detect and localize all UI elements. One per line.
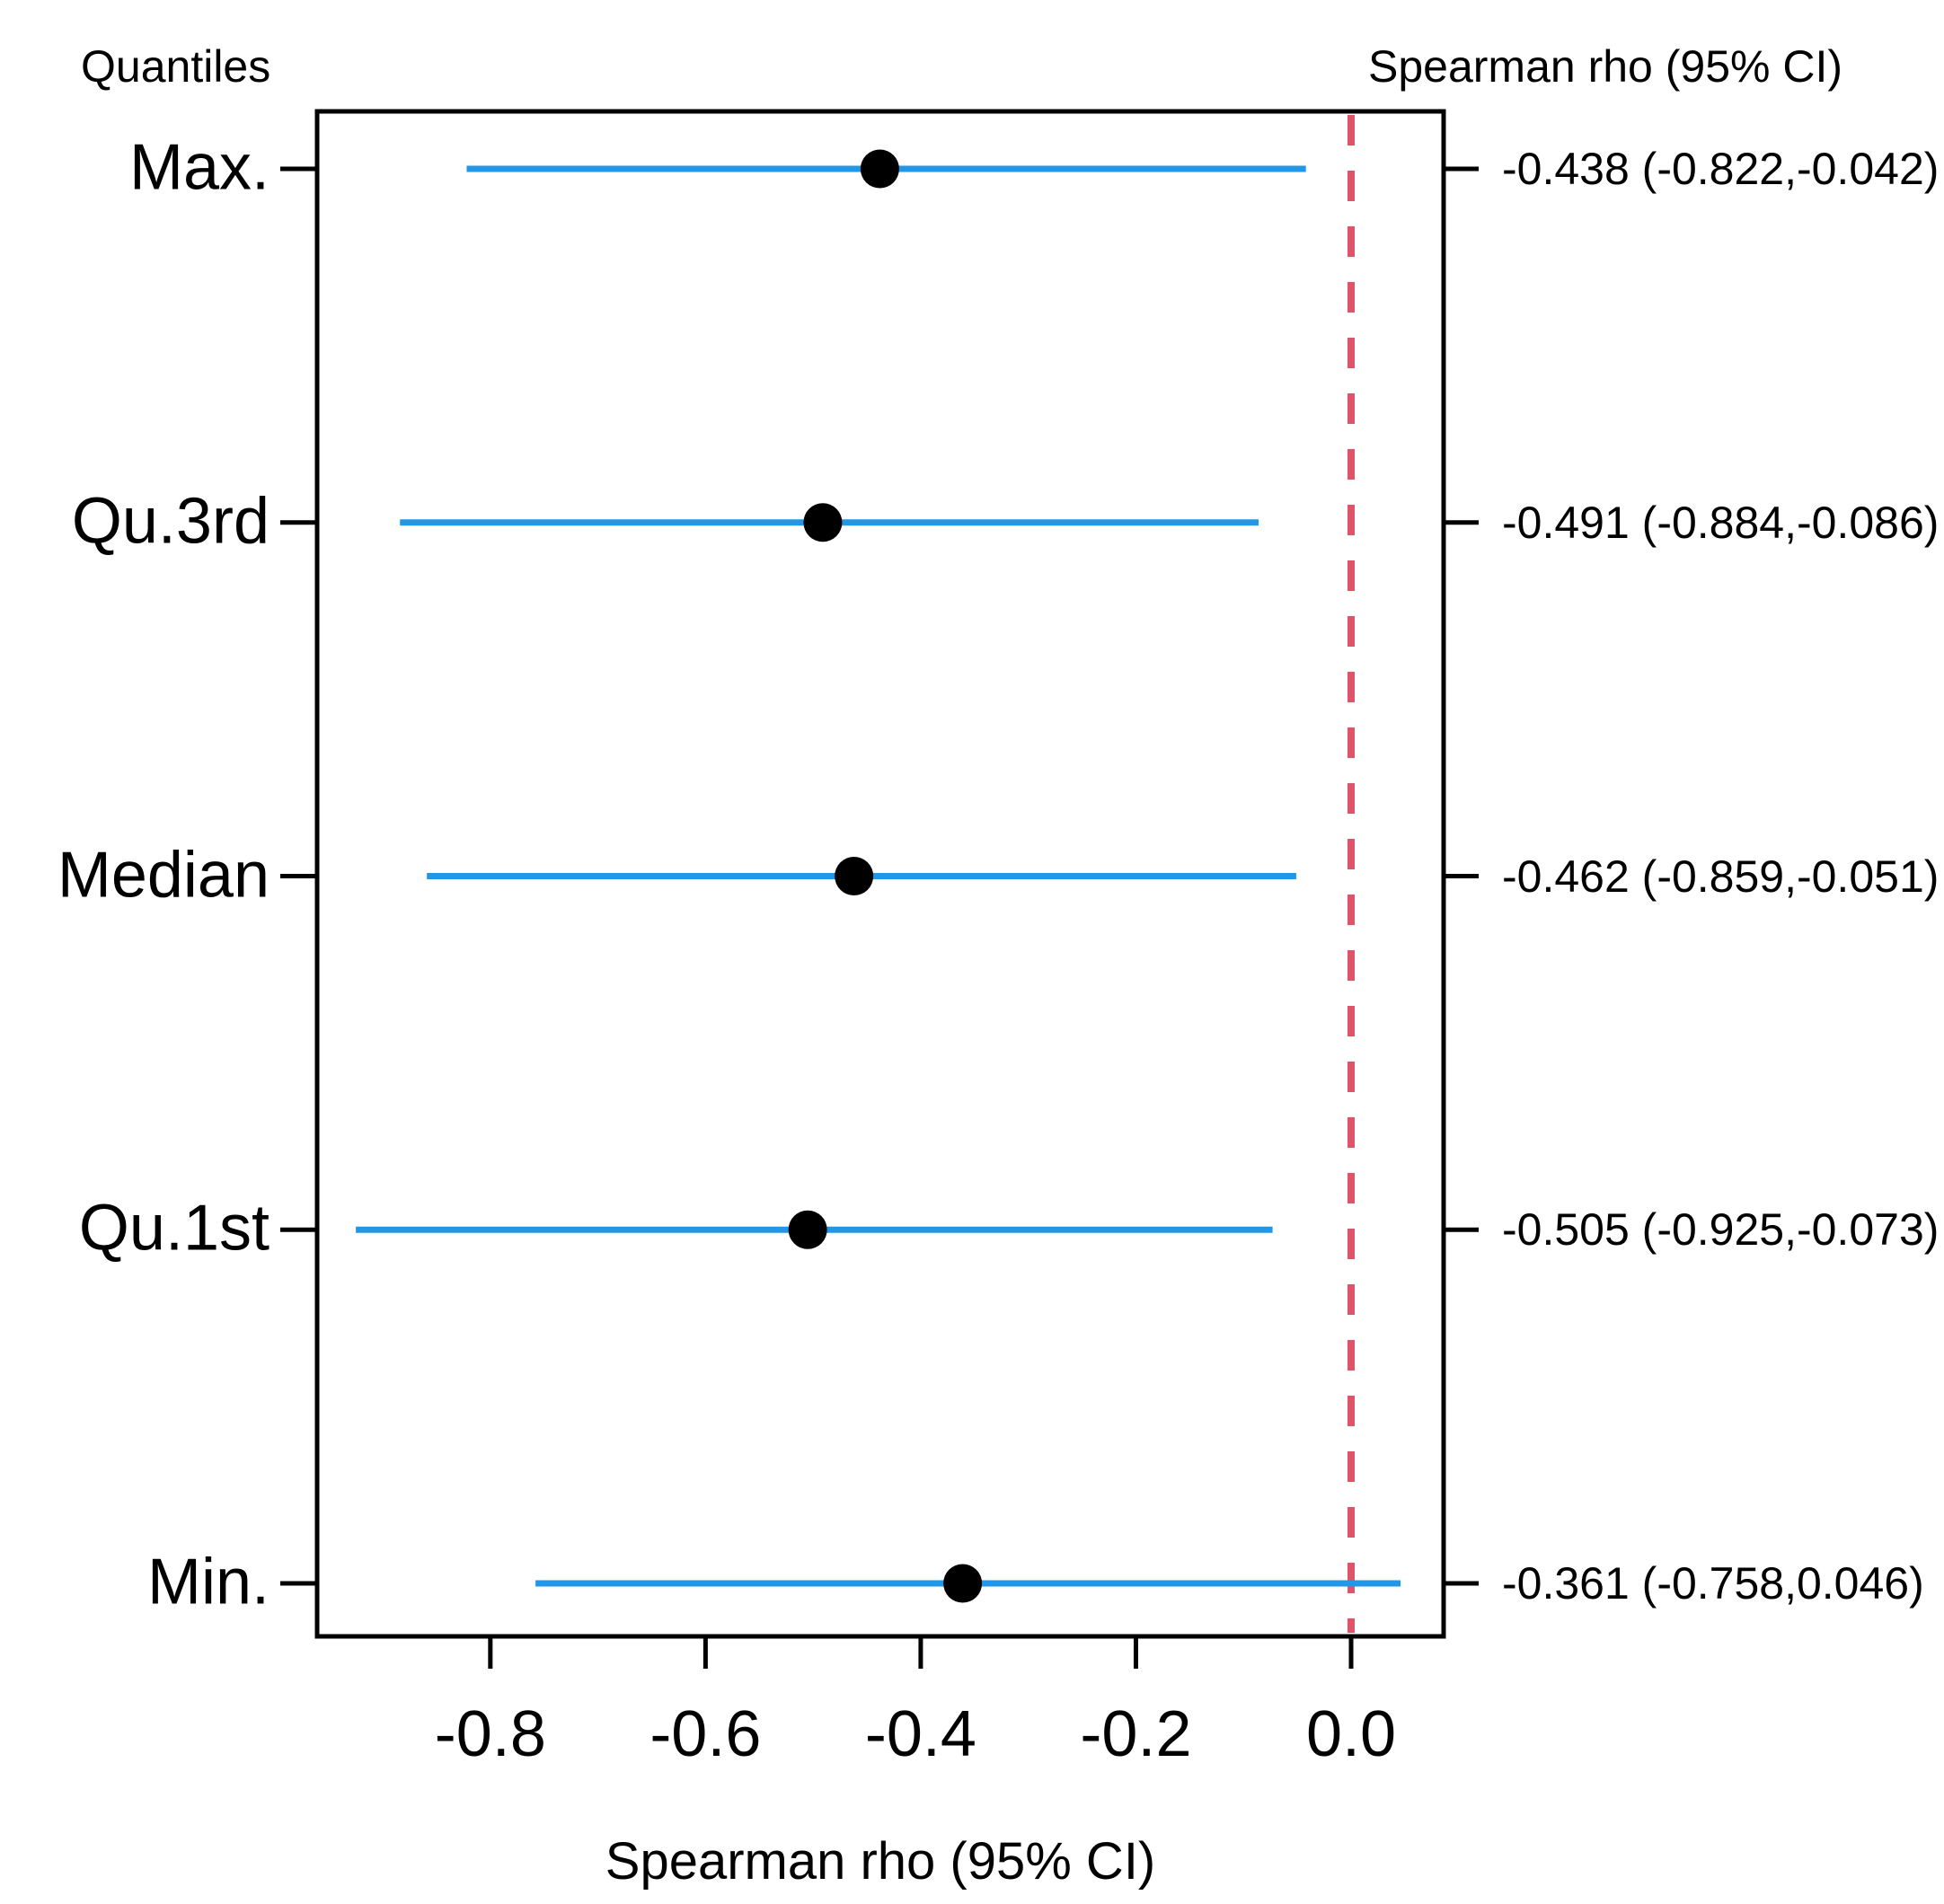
x-tick-label: -0.8 (434, 1698, 546, 1770)
column-header-spearman-ci: Spearman rho (95% CI) (1368, 41, 1843, 92)
x-tick-label: -0.6 (649, 1698, 762, 1770)
row-label: Max. (128, 131, 270, 204)
row-value: -0.438 (-0.822,-0.042) (1502, 144, 1940, 194)
x-tick-label: -0.4 (864, 1698, 976, 1770)
estimate-dot (803, 503, 843, 542)
estimate-dot (788, 1210, 827, 1249)
row-value: -0.361 (-0.758,0.046) (1502, 1558, 1924, 1609)
row-value: -0.505 (-0.925,-0.073) (1502, 1204, 1940, 1256)
column-header-quantiles: Quantiles (81, 41, 271, 92)
row-value: -0.462 (-0.859,-0.051) (1502, 851, 1940, 902)
row-value: -0.491 (-0.884,-0.086) (1502, 497, 1940, 548)
estimate-dot (835, 857, 874, 895)
x-axis-title: Spearman rho (95% CI) (605, 1832, 1156, 1891)
x-tick-label: -0.2 (1080, 1698, 1192, 1770)
estimate-dot (943, 1564, 983, 1603)
x-tick-label: 0.0 (1305, 1698, 1397, 1770)
row-label: Qu.1st (78, 1192, 270, 1265)
row-label: Qu.3rd (71, 485, 270, 558)
row-label: Median (57, 838, 270, 911)
estimate-dot (860, 149, 899, 189)
row-label: Min. (146, 1546, 270, 1618)
